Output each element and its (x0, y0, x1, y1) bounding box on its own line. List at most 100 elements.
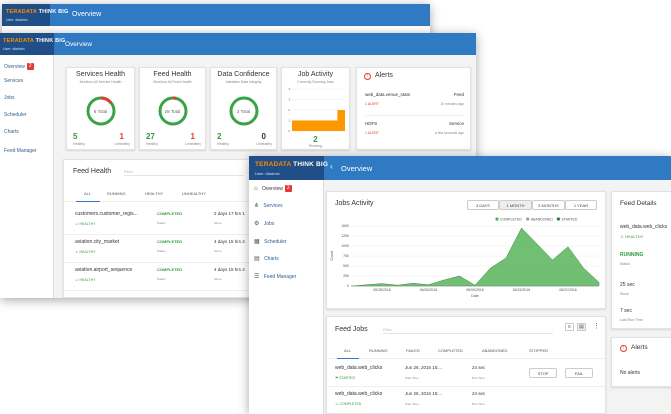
nav-feed-manager[interactable]: ☰ Feed Manager (254, 274, 297, 280)
card-subtitle: Validates Data Integrity (225, 80, 262, 84)
range-1-year[interactable]: 1 YEAR (565, 200, 597, 210)
alert-item[interactable]: HDFS Service 1 ALERT a few seconds ago (365, 121, 464, 145)
user-label[interactable]: User: dladmin (6, 18, 28, 22)
chart-icon: ▤ (254, 256, 260, 262)
nav-scheduler[interactable]: Scheduler (4, 112, 27, 118)
y-axis-label: Count (330, 251, 334, 260)
tab-all[interactable]: ALL (84, 191, 92, 196)
nav-overview[interactable]: ⌂ Overview 2 (254, 185, 292, 192)
feed-filter-input[interactable]: Filter (124, 169, 244, 176)
services-donut (86, 96, 116, 126)
x-tick-label: 06/09/2016 (466, 288, 484, 292)
mid-side-header: TERADATA THINK BIG User: dladmin (0, 33, 65, 55)
feed-health-title: Feed Health (73, 168, 112, 175)
y-tick-label: 500 (343, 264, 349, 268)
detail-last-run-label: Last Run Time (620, 318, 643, 322)
brand-logo: TERADATA THINK BIG (3, 38, 66, 44)
table-row[interactable]: web_data.web_clicks ☺ COMPLETED Jun 26, … (327, 389, 605, 413)
tab-abandoned[interactable]: ABANDONED (482, 348, 508, 353)
feed-jobs-card: Feed Jobs Filter ≡ ▤ ⋮ ALL RUNNING FAILE… (326, 316, 606, 414)
tab-failed[interactable]: FAILED (406, 348, 420, 353)
fail-button[interactable]: FAIL (565, 368, 593, 378)
nav-feed-manager[interactable]: Feed Manager (4, 148, 37, 154)
feed-details-card: Feed Details web_data.web_clicks ☺ HEALT… (611, 191, 671, 329)
tab-healthy[interactable]: HEALTHY (145, 191, 164, 196)
nav-services[interactable]: Services (4, 78, 24, 84)
mid-header (0, 33, 476, 55)
table-row[interactable]: aviation.airport_sequence ☺ HEALTHY COMP… (64, 265, 252, 291)
legend-label: STARTED (561, 218, 577, 222)
table-row[interactable]: aviation.city_market ☺ HEALTHY COMPLETED… (64, 237, 252, 263)
feed-jobs-filter[interactable]: Filter (383, 327, 553, 334)
jobs-activity-chart: COMPLETED ABANDONED STARTED 0 250 500 750 1000 1… (330, 217, 600, 298)
start-label: Start Time (405, 402, 419, 406)
feed-health-list: Feed Health Filter ALL RUNNING HEALTHY U… (63, 159, 253, 298)
nav-services[interactable]: ⋔ Services (254, 203, 283, 209)
feed-status: COMPLETED (157, 239, 183, 244)
job-run: 24 sec (472, 391, 486, 396)
feed-health-status: ☺ HEALTHY (75, 222, 96, 226)
tab-stopped[interactable]: STOPPED (529, 348, 549, 353)
range-1-month[interactable]: 1 MONTH (499, 200, 532, 210)
tab-running[interactable]: RUNNING (107, 191, 126, 196)
stop-button[interactable]: STOP (529, 368, 557, 378)
nav-scheduler[interactable]: ▦ Scheduler (254, 239, 287, 245)
alert-name: HDFS (365, 121, 378, 126)
donut-center: 6 Total (93, 109, 108, 114)
unhealthy-label: Unhealthy (185, 142, 201, 146)
detail-since-label: Since (620, 292, 629, 296)
detail-health: ☺ HEALTHY (620, 234, 644, 239)
y-tick-label: 750 (343, 254, 349, 258)
brand-logo: TERADATA THINK BIG (6, 9, 69, 15)
nav-jobs[interactable]: ⚙ Jobs (254, 221, 275, 227)
alerts-card: ! Alerts web_data.venue_stats Feed 1 ALE… (356, 67, 471, 150)
back-chevron-icon[interactable]: ‹ (330, 162, 333, 171)
job-activity-card[interactable]: Job Activity Currently Running Jobs 0 1 2 3… (281, 67, 350, 150)
healthy-count: 27 (146, 132, 155, 141)
y-tick-label: 0 (288, 129, 290, 133)
healthy-label: Healthy (217, 142, 229, 146)
data-confidence-card[interactable]: Data Confidence Validates Data Integrity… (210, 67, 277, 150)
range-3-months[interactable]: 3 MONTHS (532, 200, 565, 210)
overview-badge: 2 (26, 63, 34, 70)
tab-completed[interactable]: COMPLETED (438, 348, 463, 353)
feed-status: COMPLETED (157, 267, 183, 272)
feed-health-status: ☺ HEALTHY (75, 278, 96, 282)
list-view-icon[interactable]: ≡ (565, 323, 574, 331)
alert-type: Service (448, 121, 464, 126)
mid-sidebar: Overview 2 Services Jobs Scheduler Charts… (0, 55, 54, 298)
home-icon: ⌂ (254, 186, 258, 192)
healthy-count: 2 (217, 132, 222, 141)
x-tick-label: 06/15/2016 (513, 288, 531, 292)
alert-item[interactable]: web_data.venue_stats Feed 1 ALERT 10 min… (365, 92, 464, 116)
table-row[interactable]: web_data.web_clicks ⚑ STARTED Jun 26, 20… (327, 363, 605, 387)
legend-dot (556, 217, 560, 221)
tab-running[interactable]: RUNNING (369, 348, 388, 353)
nav-overview[interactable]: Overview 2 (4, 63, 34, 70)
feed-health-card[interactable]: Feed Health Monitors All Feed Health 28 … (139, 67, 206, 150)
y-tick-label: 0 (347, 284, 349, 288)
feed-jobs-title: Feed Jobs (335, 326, 368, 333)
run-label: Run Time (472, 376, 485, 380)
since-label: Since (214, 221, 222, 225)
tab-unhealthy[interactable]: UNHEALTHY (182, 191, 206, 196)
range-3-days[interactable]: 3 DAYS (467, 200, 499, 210)
nav-jobs[interactable]: Jobs (4, 95, 15, 101)
nav-charts[interactable]: ▤ Charts (254, 256, 279, 262)
detail-feed-name[interactable]: web_data.web_clicks (620, 224, 668, 230)
job-start: Jun 26, 2016 15:... (405, 391, 443, 396)
feed-health-status: ☺ HEALTHY (75, 250, 96, 254)
services-health-card[interactable]: Services Health Monitors All Service Hea… (66, 67, 135, 150)
alerts-title: Alerts (631, 344, 648, 351)
more-menu-icon[interactable]: ⋮ (593, 323, 600, 330)
user-label[interactable]: User: dladmin (255, 171, 280, 176)
nav-charts[interactable]: Charts (4, 129, 19, 135)
y-tick-label: 1250 (341, 234, 349, 238)
grid-view-icon[interactable]: ▤ (577, 323, 586, 331)
series-running-area (292, 110, 345, 131)
since-label: Since (214, 249, 222, 253)
user-label[interactable]: User: dladmin (3, 47, 25, 51)
table-row[interactable]: customers.customer_regis... ☺ HEALTHY CO… (64, 209, 252, 235)
tab-all[interactable]: ALL (344, 348, 352, 353)
job-status: ☺ COMPLETED (335, 402, 362, 406)
